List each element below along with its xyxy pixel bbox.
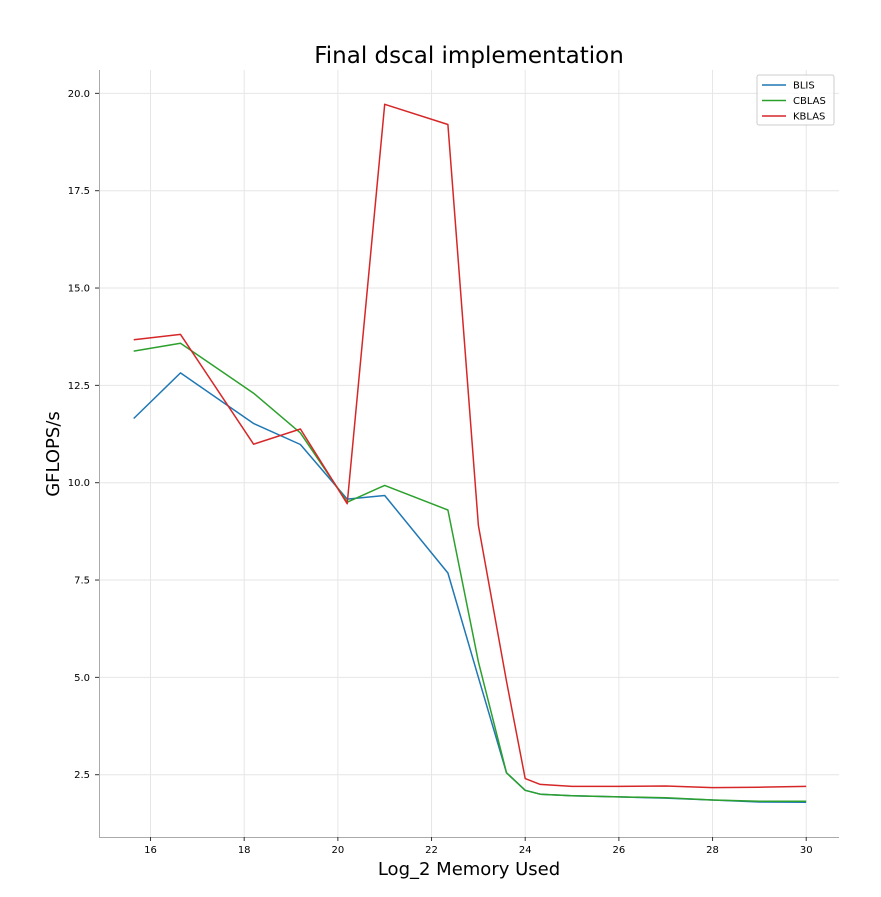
plot-spines [99,70,839,838]
x-axis-ticks: 16 18 20 22 24 26 28 30 [144,837,813,856]
x-tick-label: 24 [519,845,532,856]
legend-label-blis: BLIS [793,81,815,92]
x-tick-label: 20 [331,845,344,856]
chart-title: Final dscal implementation [314,43,624,69]
legend: BLIS CBLAS KBLAS [756,74,835,126]
grid-lines [99,70,839,837]
x-tick-label: 18 [238,845,251,856]
y-tick-label: 20.0 [68,89,90,100]
legend-label-kblas: KBLAS [793,112,825,123]
x-tick-label: 30 [800,845,813,856]
x-axis-label: Log_2 Memory Used [378,859,560,880]
y-tick-label: 5.0 [74,673,90,684]
y-tick-label: 17.5 [68,186,90,197]
legend-label-cblas: CBLAS [793,96,826,107]
y-tick-label: 10.0 [68,478,90,489]
y-tick-label: 2.5 [74,770,90,781]
y-tick-label: 12.5 [68,381,90,392]
x-tick-label: 22 [425,845,438,856]
series-line-blis [133,372,807,804]
series-line-cblas [133,342,807,802]
x-tick-label: 28 [706,845,719,856]
y-axis-label: GFLOPS/s [43,411,64,497]
y-tick-label: 7.5 [74,576,90,587]
x-tick-label: 16 [144,845,157,856]
x-tick-label: 26 [613,845,626,856]
y-tick-label: 15.0 [68,284,90,295]
legend-box [756,74,835,126]
series-line-kblas [133,103,807,789]
y-axis-ticks: 2.5 5.0 7.5 10.0 12.5 15.0 17.5 20.0 [68,89,99,781]
series-lines [133,103,807,804]
